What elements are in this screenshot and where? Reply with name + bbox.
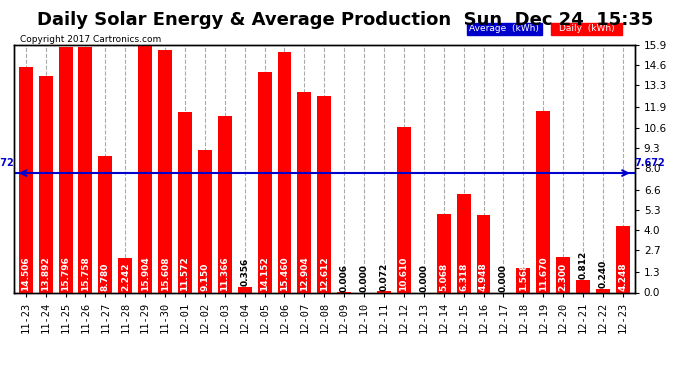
Text: 0.000: 0.000 xyxy=(359,264,368,292)
Text: 11.366: 11.366 xyxy=(220,256,229,291)
Text: 0.006: 0.006 xyxy=(339,264,348,292)
Text: Daily  (kWh): Daily (kWh) xyxy=(558,24,614,33)
Text: 14.152: 14.152 xyxy=(260,256,269,291)
Text: 15.796: 15.796 xyxy=(61,256,70,291)
Bar xyxy=(297,92,311,292)
Bar xyxy=(317,96,331,292)
Bar xyxy=(257,72,272,292)
Text: 0.000: 0.000 xyxy=(499,264,508,292)
Bar xyxy=(516,268,531,292)
Text: 0.240: 0.240 xyxy=(598,260,607,288)
Text: 2.242: 2.242 xyxy=(121,262,130,291)
Bar xyxy=(437,214,451,292)
Text: 6.318: 6.318 xyxy=(459,262,468,291)
Text: 5.068: 5.068 xyxy=(440,263,449,291)
Text: 12.612: 12.612 xyxy=(319,256,329,291)
Bar xyxy=(397,128,411,292)
Text: Daily Solar Energy & Average Production  Sun  Dec 24  15:35: Daily Solar Energy & Average Production … xyxy=(37,11,653,29)
Text: 4.948: 4.948 xyxy=(479,262,488,291)
Text: 15.904: 15.904 xyxy=(141,256,150,291)
Text: 0.072: 0.072 xyxy=(380,262,388,291)
FancyBboxPatch shape xyxy=(467,23,542,35)
Bar xyxy=(39,76,52,292)
Text: 15.608: 15.608 xyxy=(161,256,170,291)
Bar xyxy=(79,47,92,292)
Text: 0.356: 0.356 xyxy=(240,258,249,286)
Text: 2.300: 2.300 xyxy=(559,263,568,291)
Text: 1.568: 1.568 xyxy=(519,262,528,291)
Text: 7.672: 7.672 xyxy=(635,158,666,168)
Text: 10.610: 10.610 xyxy=(400,256,408,291)
Text: 9.150: 9.150 xyxy=(200,262,209,291)
Text: 7.672: 7.672 xyxy=(0,158,14,168)
Text: 12.904: 12.904 xyxy=(300,256,309,291)
Bar xyxy=(99,156,112,292)
Text: 0.812: 0.812 xyxy=(578,251,588,279)
Text: 15.758: 15.758 xyxy=(81,256,90,291)
Text: 15.460: 15.460 xyxy=(280,256,289,291)
Bar xyxy=(178,112,192,292)
Bar xyxy=(377,291,391,292)
Bar xyxy=(218,116,232,292)
Bar xyxy=(576,280,590,292)
Text: 11.670: 11.670 xyxy=(539,256,548,291)
Bar xyxy=(238,287,252,292)
Text: Copyright 2017 Cartronics.com: Copyright 2017 Cartronics.com xyxy=(20,35,161,44)
Bar xyxy=(457,194,471,292)
Bar xyxy=(616,226,630,292)
Bar xyxy=(59,46,72,292)
Bar xyxy=(118,258,132,292)
Bar xyxy=(198,150,212,292)
Text: 8.780: 8.780 xyxy=(101,262,110,291)
Bar xyxy=(536,111,550,292)
FancyBboxPatch shape xyxy=(551,23,622,35)
Text: 0.000: 0.000 xyxy=(420,264,428,292)
Text: 4.248: 4.248 xyxy=(618,262,627,291)
Bar xyxy=(138,45,152,292)
Bar xyxy=(277,52,291,292)
Text: 11.572: 11.572 xyxy=(181,256,190,291)
Bar xyxy=(556,257,570,292)
Bar xyxy=(596,289,610,292)
Bar xyxy=(158,50,172,292)
Bar xyxy=(477,216,491,292)
Text: Average  (kWh): Average (kWh) xyxy=(469,24,540,33)
Text: 13.892: 13.892 xyxy=(41,256,50,291)
Text: 14.506: 14.506 xyxy=(21,256,30,291)
Bar xyxy=(19,67,32,292)
